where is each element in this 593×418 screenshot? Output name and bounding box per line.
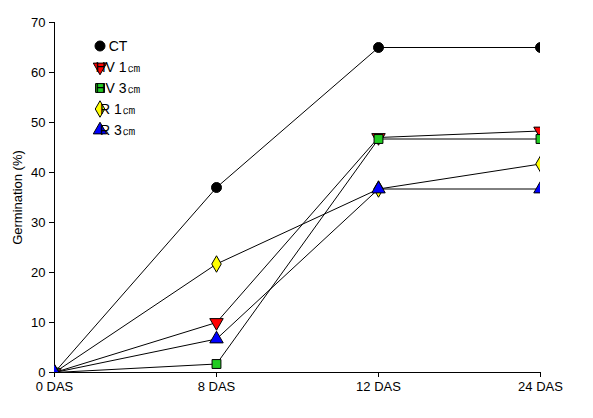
svg-text:HV 1㎝: HV 1㎝ (95, 59, 140, 75)
svg-text:60: 60 (31, 65, 45, 80)
svg-text:20: 20 (31, 265, 45, 280)
svg-text:12 DAS: 12 DAS (356, 379, 401, 394)
svg-text:HV 3㎝: HV 3㎝ (95, 80, 140, 96)
svg-text:30: 30 (31, 215, 45, 230)
svg-text:0: 0 (38, 365, 45, 380)
svg-text:24 DAS: 24 DAS (518, 379, 563, 394)
svg-text:Germination (%): Germination (%) (10, 150, 25, 245)
svg-text:CT: CT (109, 38, 128, 54)
svg-text:70: 70 (31, 15, 45, 30)
svg-text:10: 10 (31, 315, 45, 330)
svg-text:40: 40 (31, 165, 45, 180)
svg-text:R 1㎝: R 1㎝ (100, 101, 136, 117)
svg-text:50: 50 (31, 115, 45, 130)
svg-text:8 DAS: 8 DAS (198, 379, 236, 394)
svg-text:R 3㎝: R 3㎝ (100, 122, 136, 138)
svg-text:0 DAS: 0 DAS (36, 379, 74, 394)
